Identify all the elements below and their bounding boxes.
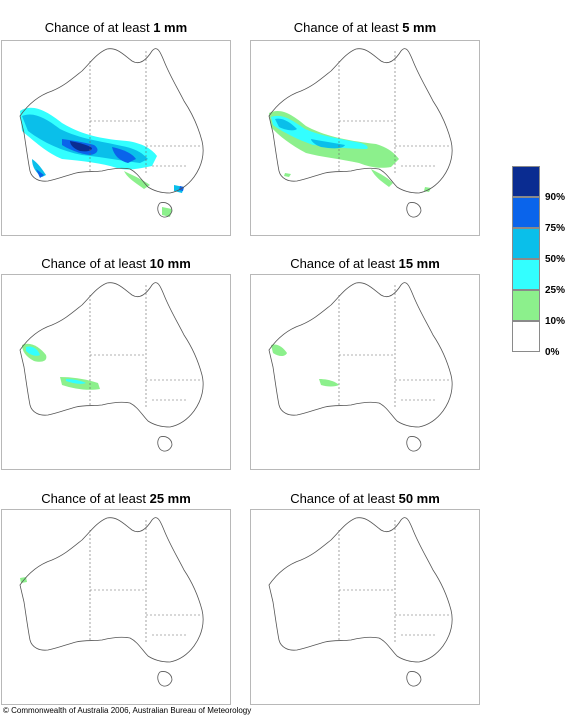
legend-swatch-0-10: [512, 321, 540, 352]
state-borders: [338, 285, 451, 407]
state-borders: [338, 51, 451, 173]
australia-map: [1, 40, 231, 236]
legend-swatch-25-50: [512, 259, 540, 290]
coastline: [268, 282, 453, 452]
rain-probability-areas: [20, 107, 184, 217]
panel-title: Chance of at least 1 mm: [44, 20, 188, 35]
legend-label: 0%: [545, 347, 560, 358]
legend-label: 75%: [545, 223, 566, 234]
australia-map: [250, 274, 480, 470]
australia-map: [1, 274, 231, 470]
threshold-value: 10 mm: [149, 256, 191, 271]
threshold-value: 25 mm: [149, 491, 191, 506]
coastline: [19, 517, 204, 687]
coastline: [19, 282, 204, 452]
panel-title: Chance of at least 15 mm: [290, 256, 440, 271]
rain-probability-areas: [22, 343, 100, 390]
legend-swatch-90-100: [512, 166, 540, 197]
australia-map: [250, 40, 480, 236]
legend-label: 25%: [545, 285, 566, 296]
state-borders: [89, 285, 202, 407]
state-borders: [89, 51, 202, 173]
legend-label: 50%: [545, 254, 566, 265]
copyright-notice: © Commonwealth of Australia 2006, Austra…: [3, 706, 252, 715]
legend-label: 90%: [545, 192, 566, 203]
australia-map: [1, 509, 231, 705]
coastline: [268, 517, 453, 687]
threshold-value: 5 mm: [402, 20, 437, 35]
panel-title: Chance of at least 10 mm: [41, 256, 191, 271]
rain-probability-areas: [271, 344, 339, 387]
panel-title: Chance of at least 50 mm: [290, 491, 440, 506]
legend-swatch-75-90: [512, 197, 540, 228]
rain-probability-areas: [269, 110, 431, 192]
legend-label: 10%: [545, 316, 566, 327]
threshold-value: 15 mm: [398, 256, 440, 271]
threshold-value: 50 mm: [398, 491, 440, 506]
state-borders: [89, 520, 202, 642]
legend-swatch-10-25: [512, 290, 540, 321]
panel-title: Chance of at least 5 mm: [293, 20, 437, 35]
threshold-value: 1 mm: [153, 20, 188, 35]
australia-map: [250, 509, 480, 705]
coastline: [19, 48, 204, 218]
panel-title: Chance of at least 25 mm: [41, 491, 191, 506]
state-borders: [338, 520, 451, 642]
coastline: [268, 48, 453, 218]
legend-swatch-50-75: [512, 228, 540, 259]
